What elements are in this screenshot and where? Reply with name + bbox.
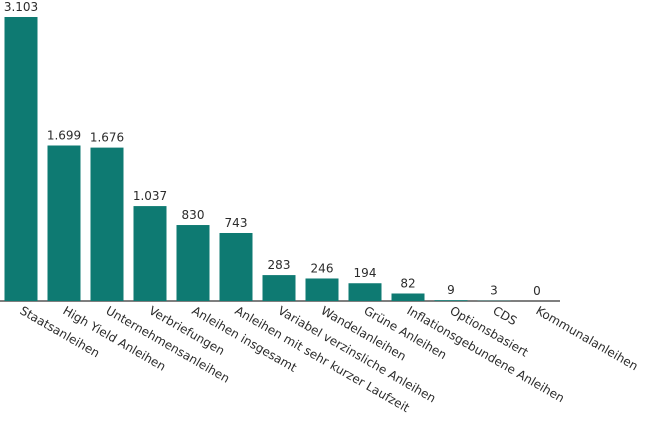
bar (4, 17, 38, 301)
value-label: 830 (182, 208, 205, 222)
value-label: 1.676 (90, 131, 124, 145)
bar (219, 232, 253, 301)
bar (391, 293, 425, 301)
bar (434, 300, 468, 301)
bar (176, 225, 210, 301)
value-label: 1.699 (47, 129, 81, 143)
value-label: 743 (225, 216, 248, 230)
value-label: 3 (490, 284, 498, 298)
value-label: 1.037 (133, 189, 167, 203)
value-label: 283 (268, 258, 291, 272)
value-label: 246 (311, 261, 334, 275)
bar (305, 278, 339, 301)
bar (47, 145, 81, 301)
bar (90, 147, 124, 301)
value-label: 194 (354, 266, 377, 280)
value-label: 0 (533, 284, 541, 298)
x-tick-label: CDS (491, 303, 520, 328)
bar (348, 283, 382, 301)
bar (133, 206, 167, 301)
value-label: 3.103 (4, 0, 38, 14)
x-tick-label: Kommunalanleihen (534, 303, 641, 373)
value-label: 9 (447, 283, 455, 297)
bar (262, 275, 296, 301)
value-label: 82 (400, 276, 415, 290)
